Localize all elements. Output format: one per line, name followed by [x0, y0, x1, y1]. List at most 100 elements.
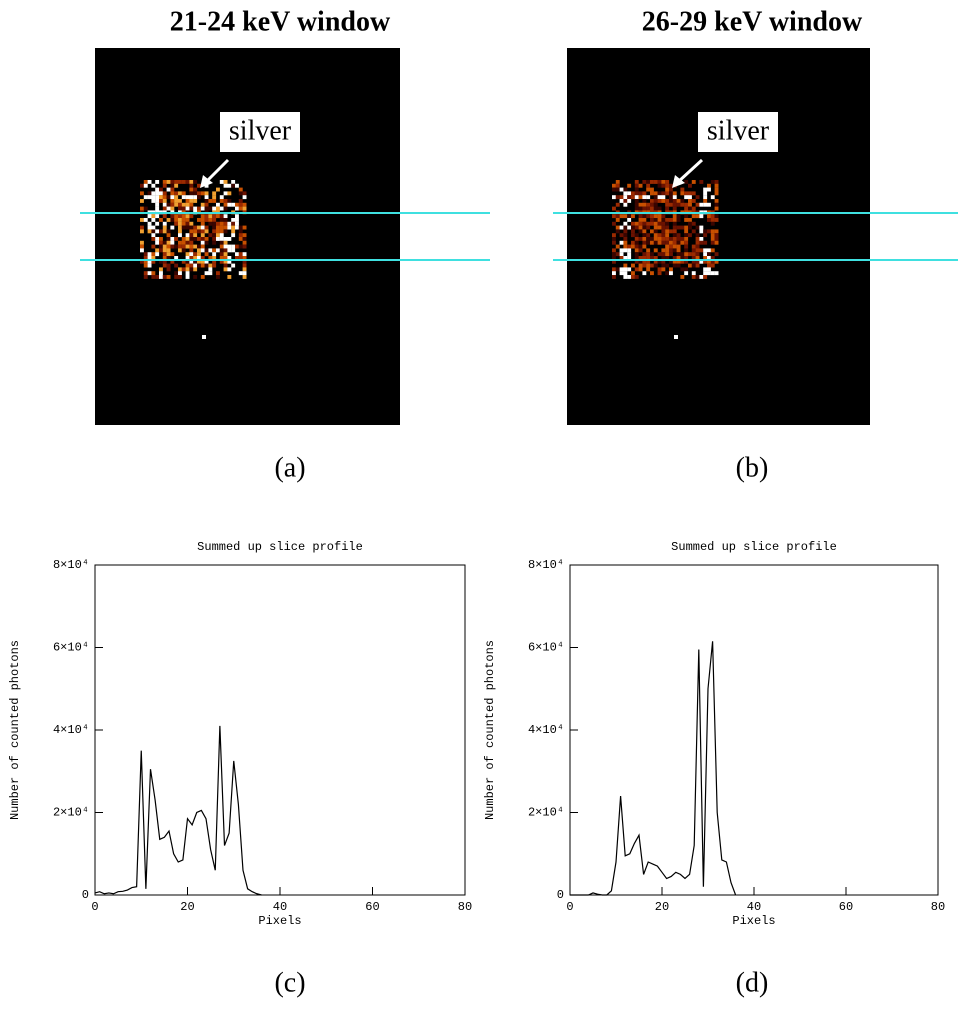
image-pixel: [714, 202, 719, 207]
image-pixel: [193, 263, 198, 268]
image-pixel: [650, 214, 654, 219]
image-pixel: [159, 218, 163, 222]
image-pixel: [672, 248, 677, 253]
image-pixel: [219, 244, 224, 249]
image-pixel: [162, 248, 167, 253]
panel-label: (d): [736, 967, 769, 998]
image-pixel: [151, 271, 156, 276]
image-pixel: [212, 240, 217, 245]
image-pixel: [235, 183, 239, 188]
image-pixel: [680, 199, 685, 203]
image-pixel: [227, 225, 232, 230]
image-pixel: [197, 263, 201, 268]
image-pixel: [178, 225, 182, 230]
image-pixel: [684, 248, 689, 253]
image-pixel: [684, 191, 689, 196]
image-pixel: [627, 218, 632, 222]
image-pixel: [227, 244, 232, 249]
image-pixel: [185, 180, 190, 184]
image-pixel: [238, 256, 243, 260]
image-pixel: [242, 206, 247, 211]
image-pixel: [181, 267, 186, 272]
image-pixel: [219, 233, 224, 238]
image-pixel: [200, 225, 205, 230]
image-pixel: [707, 252, 711, 257]
image-pixel: [231, 229, 236, 234]
image-pixel: [208, 221, 213, 226]
image-pixel: [703, 256, 708, 260]
image-pixel: [657, 267, 662, 272]
plot-frame: [569, 564, 939, 896]
image-pixel: [238, 202, 243, 207]
image-pixel: [185, 225, 190, 230]
x-tick-label: 80: [458, 900, 472, 914]
image-pixel: [672, 221, 677, 226]
image-pixel: [216, 248, 220, 253]
image-pixel: [707, 256, 711, 260]
image-pixel: [181, 225, 186, 230]
image-pixel: [223, 206, 228, 211]
image-pixel: [707, 263, 711, 268]
image-pixel: [684, 180, 689, 184]
image-pixel: [212, 199, 217, 203]
image-pixel: [197, 244, 201, 249]
image-pixel: [151, 214, 156, 219]
image-pixel: [204, 225, 209, 230]
image-pixel: [714, 259, 719, 264]
arrow-head: [200, 175, 213, 188]
image-pixel: [162, 180, 167, 184]
image-pixel: [657, 199, 662, 203]
arrow: [676, 158, 704, 184]
image-pixel: [151, 275, 156, 279]
image-pixel: [197, 183, 201, 188]
image-pixel: [170, 252, 175, 257]
image-pixel: [212, 229, 217, 234]
image-pixel: [695, 263, 700, 268]
image-pixel: [170, 183, 175, 188]
image-pixel: [661, 195, 666, 200]
image-pixel: [223, 183, 228, 188]
image-pixel: [710, 263, 715, 268]
image-pixel: [653, 195, 658, 200]
image-pixel: [714, 180, 719, 184]
image-pixel: [695, 252, 700, 257]
image-pixel: [669, 271, 673, 276]
image-pixel: [642, 240, 647, 245]
image-pixel: [155, 206, 160, 211]
image-pixel: [680, 256, 685, 260]
image-pixel: [642, 180, 647, 184]
image-pixel: [193, 256, 198, 260]
image-pixel: [676, 263, 681, 268]
image-pixel: [178, 267, 182, 272]
image-pixel: [212, 259, 217, 264]
image-pixel: [208, 218, 213, 222]
image-pixel: [162, 244, 167, 249]
image-pixel: [623, 275, 628, 279]
image-pixel: [615, 214, 620, 219]
image-pixel: [653, 180, 658, 184]
image-pixel: [631, 229, 635, 234]
image-pixel: [189, 229, 194, 234]
image-pixel: [657, 233, 662, 238]
image-pixel: [714, 183, 719, 188]
image-pixel: [238, 252, 243, 257]
image-pixel: [680, 267, 685, 272]
image-pixel: [627, 214, 632, 219]
image-pixel: [208, 248, 213, 253]
x-tick-label: 40: [273, 900, 287, 914]
image-pixel: [661, 221, 666, 226]
image-pixel: [688, 206, 692, 211]
annotation-box: [220, 112, 300, 152]
image-pixel: [699, 229, 704, 234]
image-pixel: [691, 191, 696, 196]
image-pixel: [185, 233, 190, 238]
image-pixel: [166, 275, 171, 279]
image-pixel: [650, 252, 654, 257]
image-pixel: [695, 256, 700, 260]
image-pixel: [615, 187, 620, 192]
image-pixel: [619, 195, 624, 200]
image-pixel: [204, 229, 209, 234]
image-pixel: [174, 191, 179, 196]
image-pixel: [695, 195, 700, 200]
image-pixel: [676, 233, 681, 238]
